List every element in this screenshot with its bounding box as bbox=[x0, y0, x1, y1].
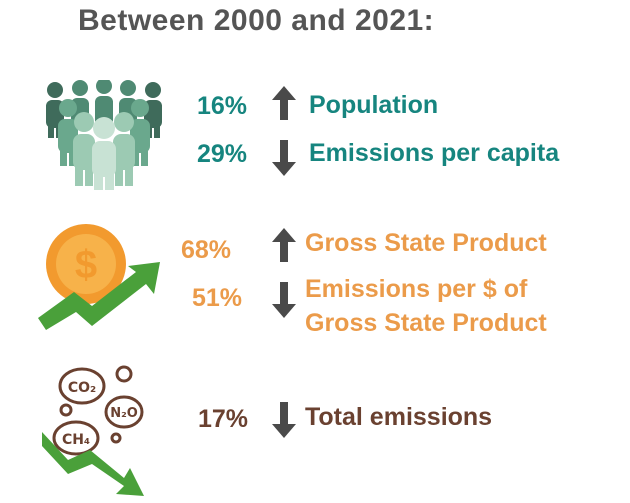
people-crowd-icon bbox=[40, 78, 170, 190]
gsp-label: Gross State Product bbox=[305, 229, 547, 257]
arrow-up-icon bbox=[270, 84, 298, 127]
population-label: Population bbox=[309, 91, 439, 119]
page-title: Between 2000 and 2021: bbox=[78, 4, 435, 37]
gsp-percent: 68% bbox=[181, 236, 232, 264]
arrow-down-icon bbox=[270, 280, 298, 325]
arrow-up-icon bbox=[270, 226, 298, 269]
co2-label: CO₂ bbox=[68, 380, 96, 396]
emissions-per-gsp-label-line2: Gross State Product bbox=[305, 309, 547, 337]
emissions-per-gsp-percent: 51% bbox=[192, 284, 243, 312]
total-emissions-percent: 17% bbox=[198, 405, 249, 433]
arrow-down-icon bbox=[270, 400, 298, 445]
n2o-label: N₂O bbox=[110, 406, 138, 421]
dollar-coin-growth-icon: $ bbox=[36, 222, 166, 332]
greenhouse-gas-bubbles-icon: CO₂ N₂O CH₄ bbox=[38, 362, 168, 498]
ch4-label: CH₄ bbox=[62, 432, 90, 448]
arrow-down-icon bbox=[270, 138, 298, 183]
emissions-per-gsp-label-line1: Emissions per $ of bbox=[305, 275, 528, 303]
total-emissions-label: Total emissions bbox=[305, 403, 493, 431]
emissions-per-capita-percent: 29% bbox=[197, 140, 248, 168]
population-percent: 16% bbox=[197, 92, 248, 120]
emissions-per-capita-label: Emissions per capita bbox=[309, 139, 560, 167]
svg-text:$: $ bbox=[75, 243, 97, 287]
